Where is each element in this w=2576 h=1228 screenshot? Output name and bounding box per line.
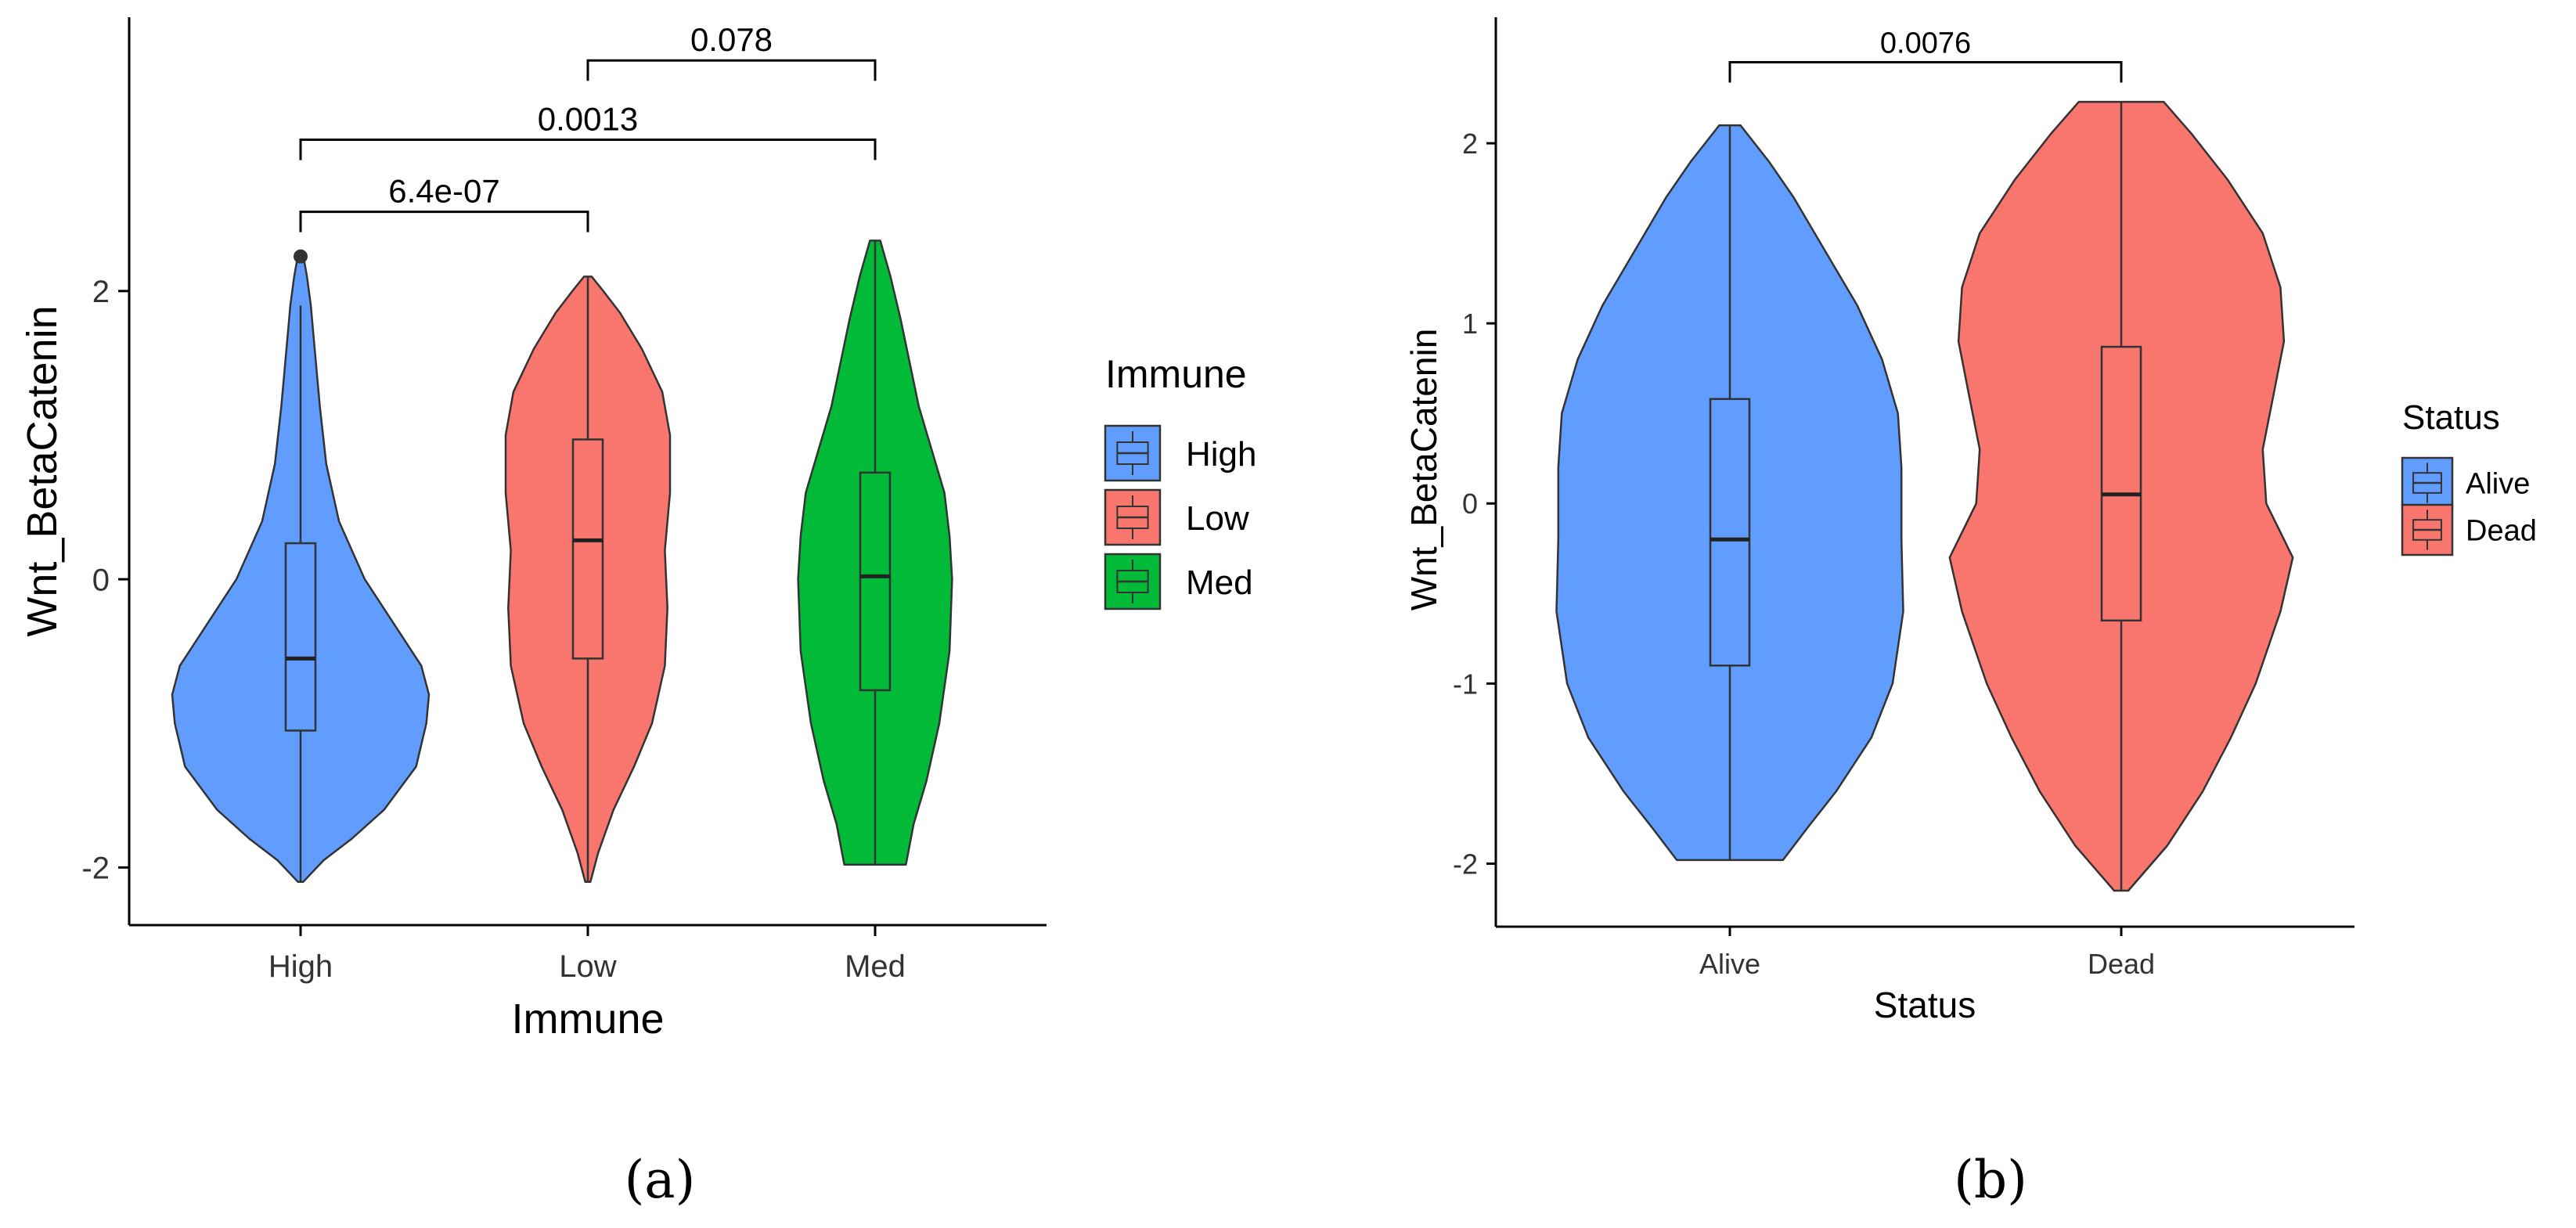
b-y-tick-label: 1 <box>1462 308 1478 340</box>
a-bracket-p-value: 0.078 <box>690 21 773 58</box>
panel-b-violins <box>1555 100 2294 892</box>
a-box-high <box>284 542 317 732</box>
b-legend-entry-dead: Dead <box>2401 503 2537 556</box>
panel-b-x-axis-title: Status <box>1874 985 1976 1025</box>
a-legend-label-med: Med <box>1186 564 1253 602</box>
b-y-tick-label: -1 <box>1453 668 1478 700</box>
a-bracket <box>299 139 877 160</box>
b-box-alive <box>1709 398 1751 667</box>
panel-a-legend-title: Immune <box>1105 352 1247 396</box>
a-violin-low <box>504 275 672 884</box>
panel-a-significance-brackets: 6.4e-07 0.0013 0.078 <box>299 21 877 232</box>
panel-a: -2 0 2 High Low Med 6.4e-07 0.0013 0.078 Immun… <box>19 17 1257 1043</box>
panel-b-y-ticks: -2 -1 0 1 2 <box>1453 128 1496 880</box>
b-violin-alive <box>1555 124 1904 862</box>
panel-a-caption: (a) <box>625 1150 696 1210</box>
panel-b-axes <box>1494 17 2354 928</box>
a-legend-label-high: High <box>1186 435 1257 474</box>
b-y-tick-label: 0 <box>1462 488 1478 520</box>
a-bracket-p-value: 6.4e-07 <box>388 173 499 210</box>
panel-b-legend: Status Alive Dead <box>2401 398 2537 556</box>
panel-b-legend-title: Status <box>2402 398 2500 437</box>
b-bracket-p-value: 0.0076 <box>1880 27 1971 60</box>
panel-a-x-ticks: High Low Med <box>268 925 906 984</box>
a-bracket <box>299 211 589 232</box>
panel-b-y-axis-title: Wnt_BetaCatenin <box>1403 329 1444 611</box>
panel-a-y-axis-title: Wnt_BetaCatenin <box>19 305 66 636</box>
a-legend-entry-med: Med <box>1104 553 1253 610</box>
b-x-tick-label: Dead <box>2088 948 2155 980</box>
panel-a-legend: Immune High Low Med <box>1104 352 1257 610</box>
b-x-tick-label: Alive <box>1699 948 1760 980</box>
a-violin-med <box>797 239 953 866</box>
panel-b-x-ticks: Alive Dead <box>1699 927 2155 980</box>
a-legend-label-low: Low <box>1186 499 1249 538</box>
a-legend-entry-low: Low <box>1104 488 1249 546</box>
panel-a-violins <box>171 239 953 884</box>
a-x-tick-label: High <box>268 949 333 984</box>
b-y-tick-label: -2 <box>1453 848 1478 880</box>
panel-a-x-axis-title: Immune <box>511 996 664 1043</box>
a-y-tick-label: 0 <box>92 563 110 597</box>
b-bracket <box>1728 61 2123 83</box>
a-box-med <box>859 471 892 692</box>
b-legend-entry-alive: Alive <box>2401 456 2530 510</box>
a-legend-entry-high: High <box>1104 424 1257 482</box>
a-bracket-p-value: 0.0013 <box>538 101 638 138</box>
b-legend-label-alive: Alive <box>2466 468 2530 501</box>
b-legend-label-dead: Dead <box>2466 515 2537 548</box>
panel-a-y-ticks: -2 0 2 <box>81 275 129 886</box>
b-box-dead <box>2100 345 2142 622</box>
panel-b-significance-brackets: 0.0076 <box>1728 27 2123 83</box>
a-y-tick-label: 2 <box>92 275 110 309</box>
a-y-tick-label: -2 <box>81 852 110 886</box>
a-x-tick-label: Med <box>845 949 906 984</box>
a-x-tick-label: Low <box>559 949 616 984</box>
b-y-tick-label: 2 <box>1462 128 1478 160</box>
a-bracket <box>586 59 877 81</box>
a-box-low <box>571 438 604 660</box>
a-outlier-high <box>294 249 308 264</box>
panel-b-caption: (b) <box>1954 1150 2027 1210</box>
panel-b: -2 -1 0 1 2 Alive Dead 0.0076 Status Wnt_Beta… <box>1403 17 2537 1025</box>
